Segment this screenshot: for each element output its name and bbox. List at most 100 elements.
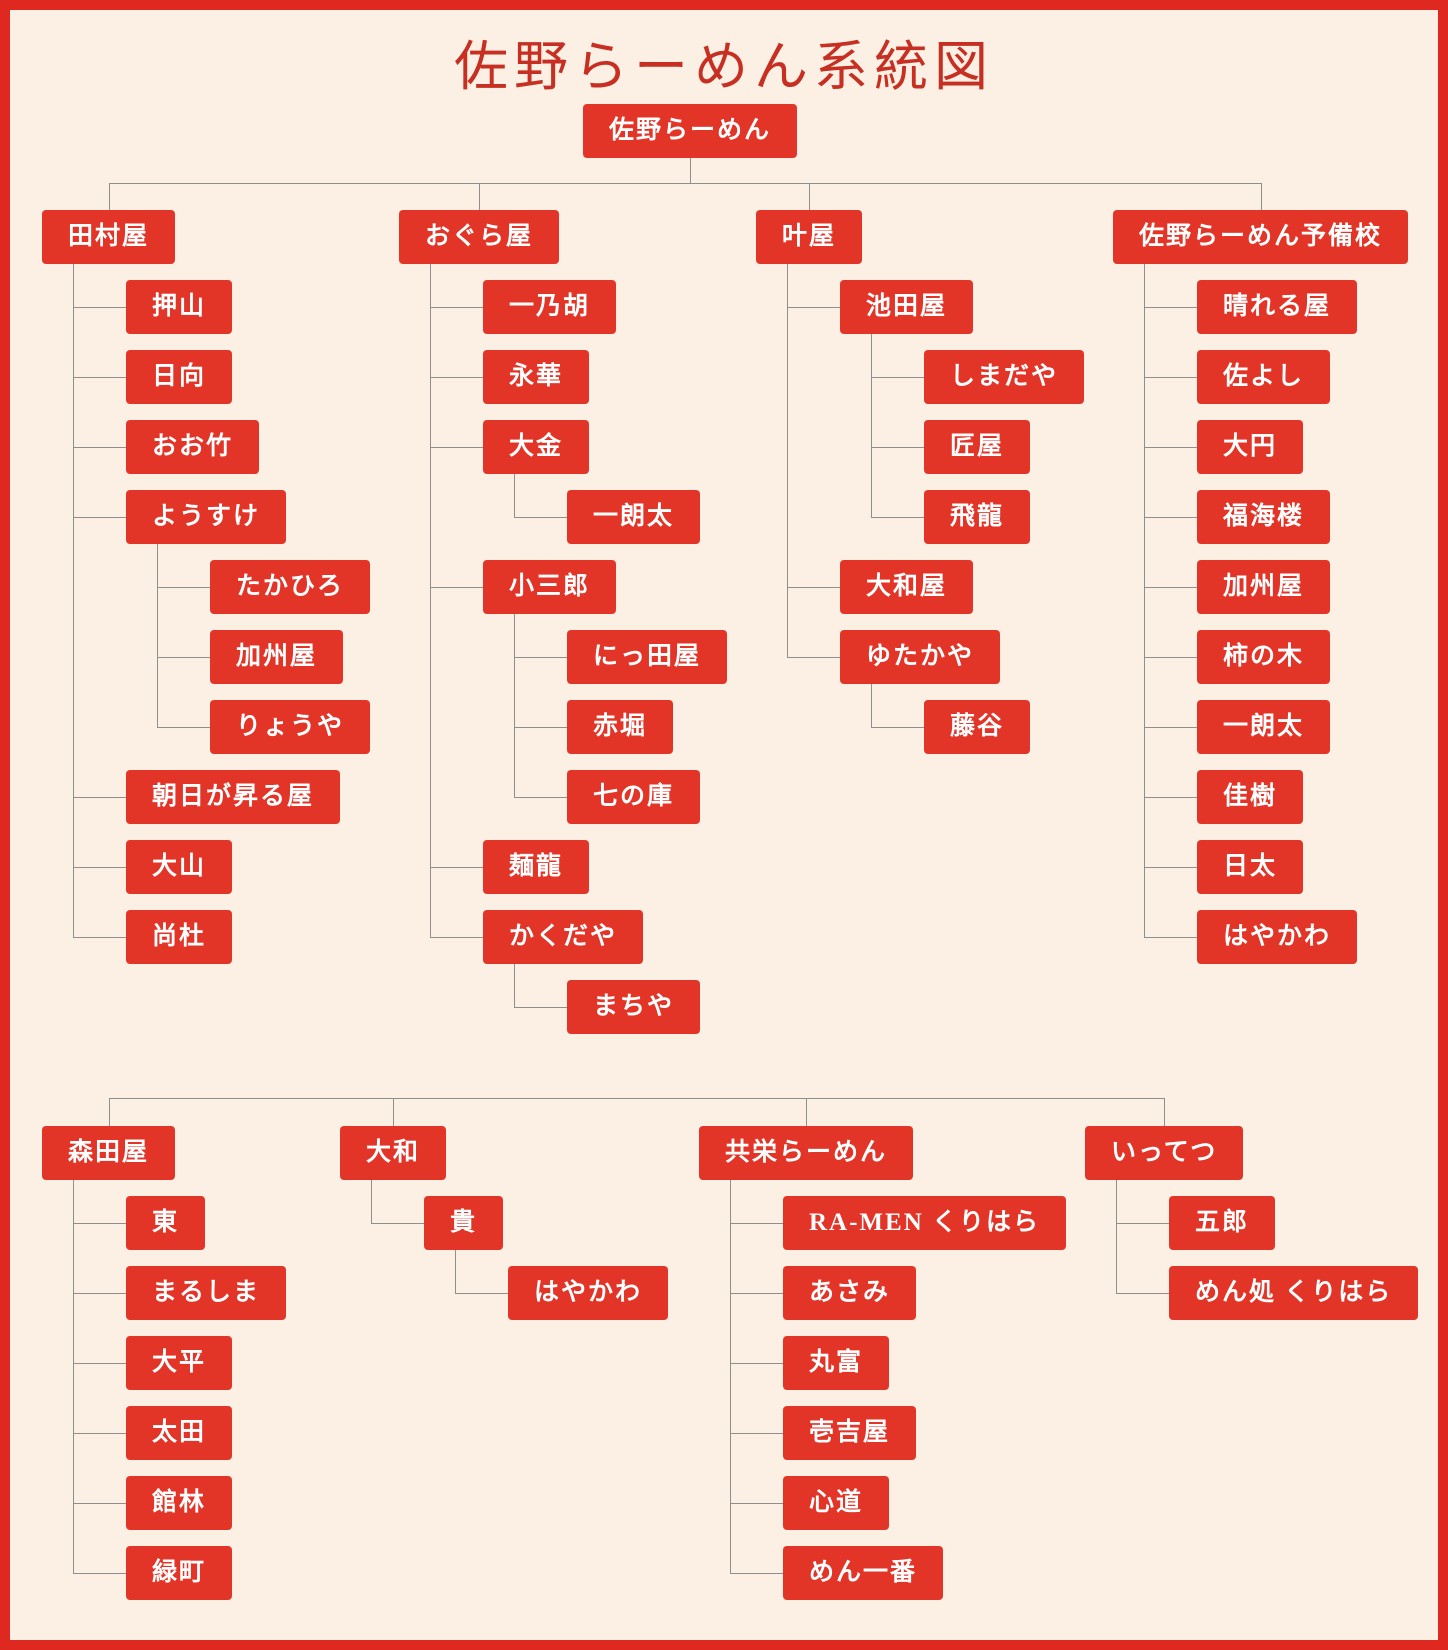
tree-column: おぐら屋 一乃胡 永華 大金 一朗太 小三郎 にっ田屋 赤堀 七の庫 麺龍 かくだや まちや — [399, 210, 728, 1034]
tree-node: 心道 — [783, 1476, 890, 1530]
tree-node-group: 館林 — [126, 1476, 286, 1530]
tree-node-group: 朝日が昇る屋 — [126, 770, 370, 824]
tree-node: 一朗太 — [1197, 700, 1331, 754]
tree-branch: 加州屋 — [1144, 544, 1408, 614]
tree-node-group: 五郎 — [1169, 1196, 1418, 1250]
tree-node: 田村屋 — [42, 210, 176, 264]
connector-line — [806, 1098, 807, 1132]
tree-node-group: 飛龍 — [924, 490, 1084, 544]
tree-node-group: しまだや — [924, 350, 1085, 404]
root-node: 佐野らーめん — [582, 104, 798, 158]
tree-branch: 柿の木 — [1144, 614, 1408, 684]
connector-line — [108, 183, 1262, 184]
tree-node: たかひろ — [210, 560, 371, 614]
tree-node: 小三郎 — [483, 560, 617, 614]
tree-node-group: 池田屋しまだや匠屋飛龍 — [840, 280, 1085, 544]
connector-line — [1164, 1098, 1166, 1132]
tree-branch: 日向 — [73, 334, 370, 404]
tree-node: 貴 — [424, 1196, 504, 1250]
tree-node-group: 赤堀 — [567, 700, 727, 754]
tree-branch: りょうや — [157, 684, 371, 754]
tree-branch: 心道 — [730, 1460, 1066, 1530]
tree-branch: あさみ — [730, 1250, 1066, 1320]
tree-node-group: 麺龍 — [483, 840, 727, 894]
tree-node-group: 緑町 — [126, 1546, 286, 1600]
tree-children: 一乃胡 永華 大金 一朗太 小三郎 にっ田屋 赤堀 七の庫 麺龍 かくだや まちや — [430, 264, 728, 1034]
tree-node-group: 押山 — [126, 280, 370, 334]
tree-column: 佐野らーめん予備校 晴れる屋 佐よし 大円 福海楼 加州屋 柿の木 一朗太 佳樹 日太 はやかわ — [1113, 210, 1409, 964]
connector-line — [479, 183, 480, 216]
tree-node: 壱吉屋 — [783, 1406, 917, 1460]
tree-column: 叶屋 池田屋 しまだや 匠屋 飛龍 大和屋 ゆたかや 藤谷 — [756, 210, 1085, 754]
tree-node: 匠屋 — [924, 420, 1031, 474]
tree-branch: めん処 くりはら — [1116, 1250, 1419, 1320]
tree-column: 田村屋 押山 日向 おお竹 ようすけ たかひろ 加州屋 りょうや 朝日が昇る屋 大山 尚杜 — [42, 210, 371, 964]
tree-node-group: にっ田屋 — [567, 630, 728, 684]
tree-node-group: 田村屋 押山 日向 おお竹 ようすけ たかひろ 加州屋 りょうや 朝日が昇る屋 大山 尚杜 — [42, 210, 371, 964]
tree-node-group: 小三郎にっ田屋赤堀七の庫 — [483, 560, 728, 824]
tree-branch: おお竹 — [73, 404, 370, 474]
tree-branch: 一朗太 — [1144, 684, 1408, 754]
tree-branch: はやかわ — [1144, 894, 1408, 964]
tree-branch: 七の庫 — [514, 754, 727, 824]
tree-node: 麺龍 — [483, 840, 590, 894]
tree-node-group: 心道 — [783, 1476, 1066, 1530]
tree-column: いってつ 五郎 めん処 くりはら — [1085, 1126, 1419, 1320]
tree-node: 佐よし — [1197, 350, 1331, 404]
tree-branch: かくだやまちや — [430, 894, 727, 1034]
tree-node-group: 日太 — [1197, 840, 1408, 894]
tree-node-group: おぐら屋 一乃胡 永華 大金 一朗太 小三郎 にっ田屋 赤堀 七の庫 麺龍 かくだや まちや — [399, 210, 728, 1034]
tree-children: 貴はやかわ — [371, 1180, 669, 1320]
tree-branch: 永華 — [430, 334, 727, 404]
tree-node-group: はやかわ — [1197, 910, 1408, 964]
tree-node-group: 永華 — [483, 350, 727, 404]
tree-node: 七の庫 — [567, 770, 701, 824]
tree-node: 森田屋 — [42, 1126, 176, 1180]
tree-node: 大和 — [340, 1126, 447, 1180]
tree-node: 丸富 — [783, 1336, 890, 1390]
tree-children: 池田屋 しまだや 匠屋 飛龍 大和屋 ゆたかや 藤谷 — [787, 264, 1085, 754]
tree-node: 福海楼 — [1197, 490, 1331, 544]
tree-node-group: 森田屋東まるしま 大平 太田 館林 緑町 — [42, 1126, 287, 1600]
tree-node: あさみ — [783, 1266, 917, 1320]
tree-branch: まちや — [514, 964, 727, 1034]
tree-node-group: めん処 くりはら — [1169, 1266, 1419, 1320]
tree-node: はやかわ — [1197, 910, 1358, 964]
page-title: 佐野らーめん系統図 — [454, 37, 994, 97]
tree-node-group: 大円 — [1197, 420, 1408, 474]
tree-node: 館林 — [126, 1476, 233, 1530]
tree-node-group: まちや — [567, 980, 727, 1034]
tree-children: にっ田屋 赤堀 七の庫 — [514, 614, 728, 824]
tree-children: まちや — [514, 964, 727, 1034]
tree-node-group: 匠屋 — [924, 420, 1084, 474]
connector-line — [809, 183, 810, 216]
tree-node-group: 貴はやかわ — [424, 1196, 669, 1320]
tree-node: 加州屋 — [1197, 560, 1331, 614]
tree-node-group: めん一番 — [783, 1546, 1066, 1600]
tree-node: 五郎 — [1169, 1196, 1276, 1250]
tree-node-group: 加州屋 — [1197, 560, 1408, 614]
tree-node: まるしま — [126, 1266, 287, 1320]
tree-children: RA-MEN くりはら あさみ丸富壱吉屋心道めん一番 — [730, 1180, 1067, 1600]
tree-node-group: 東 — [126, 1196, 286, 1250]
tree-node-group: RA-MEN くりはら — [783, 1196, 1067, 1250]
tree-node-group: まるしま — [126, 1266, 287, 1320]
tree-children: しまだや 匠屋 飛龍 — [871, 334, 1085, 544]
tree-node: 永華 — [483, 350, 590, 404]
tree-node: ようすけ — [126, 490, 287, 544]
tree-node-group: 大金 一朗太 — [483, 420, 727, 544]
tree-branch: 小三郎にっ田屋赤堀七の庫 — [430, 544, 728, 824]
tree-column: 森田屋東まるしま 大平 太田 館林 緑町 — [42, 1126, 287, 1600]
tree-node: 叶屋 — [756, 210, 863, 264]
tree-node: 池田屋 — [840, 280, 974, 334]
tree-branch: 佐よし — [1144, 334, 1408, 404]
tree-node-group: 福海楼 — [1197, 490, 1408, 544]
tree-node: 飛龍 — [924, 490, 1031, 544]
tree-node-group: 壱吉屋 — [783, 1406, 1066, 1460]
tree-node-group: 一朗太 — [1197, 700, 1408, 754]
tree-node: 東 — [126, 1196, 206, 1250]
tree-node: かくだや — [483, 910, 644, 964]
tree-node-group: ようすけ たかひろ 加州屋 りょうや — [126, 490, 371, 754]
tree-node-group: 太田 — [126, 1406, 286, 1460]
